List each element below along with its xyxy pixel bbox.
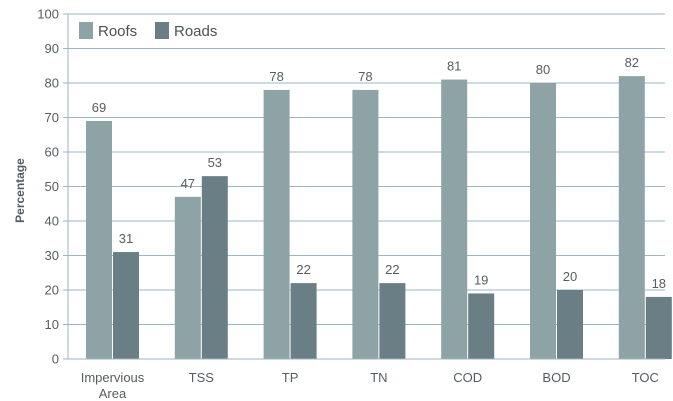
data-label-roads-4: 19 (474, 272, 488, 287)
legend-swatch-roads (155, 22, 169, 39)
y-tick-label: 10 (45, 317, 59, 332)
legend-label-roads: Roads (174, 23, 217, 40)
bar-roofs-2 (263, 89, 290, 360)
legend: Roofs Roads (79, 22, 217, 40)
data-label-roofs-5: 80 (536, 62, 550, 77)
x-tick-label: TP (282, 370, 299, 385)
bar-roofs-6 (618, 76, 645, 359)
data-label-roads-1: 53 (208, 155, 222, 170)
bar-roads-2 (290, 283, 317, 359)
data-label-roofs-1: 47 (181, 176, 195, 191)
x-tick-label: BOD (542, 370, 570, 385)
data-label-roofs-6: 82 (625, 55, 639, 70)
bar-roads-0 (113, 252, 139, 359)
data-label-roads-2: 22 (296, 262, 310, 277)
bar-roofs-5 (530, 83, 556, 359)
data-label-roofs-4: 81 (447, 59, 461, 74)
x-tick-label: Impervious (81, 370, 145, 385)
data-label-roads-3: 22 (385, 262, 399, 277)
bar-roads-4 (468, 293, 495, 359)
y-tick-label: 50 (45, 179, 59, 194)
bar-roofs-3 (352, 89, 379, 360)
y-tick-label: 40 (45, 214, 59, 229)
legend-label-roofs: Roofs (98, 23, 137, 40)
y-tick-label: 90 (45, 41, 59, 56)
x-tick-label: COD (453, 370, 482, 385)
y-tick-label: 20 (45, 283, 59, 298)
x-tick-label: TOC (632, 370, 659, 385)
y-axis-title: Percentage (13, 158, 27, 223)
data-label-roads-6: 18 (652, 276, 666, 291)
bar-roads-1 (201, 176, 228, 359)
bar-roofs-0 (86, 120, 112, 359)
y-axis-ticks: 0 10 20 30 40 50 60 70 80 90 100 (37, 7, 68, 367)
bar-roads-6 (645, 296, 672, 359)
y-tick-label: 0 (52, 352, 59, 367)
y-tick-label: 70 (45, 110, 59, 125)
y-tick-label: 30 (45, 248, 59, 263)
data-label-roads-5: 20 (563, 269, 577, 284)
data-label-roofs-3: 78 (358, 69, 372, 84)
x-tick-label: TN (370, 370, 387, 385)
legend-swatch-roofs (79, 22, 93, 39)
bar-roads-5 (557, 290, 583, 359)
bar-roofs-1 (174, 196, 201, 359)
data-label-roofs-0: 69 (92, 100, 106, 115)
y-tick-label: 80 (45, 76, 59, 91)
x-tick-label: Area (99, 386, 127, 401)
bars (86, 76, 672, 360)
data-label-roads-0: 31 (119, 231, 133, 246)
y-tick-label: 100 (37, 7, 59, 22)
y-tick-label: 60 (45, 145, 59, 160)
data-label-roofs-2: 78 (269, 69, 283, 84)
data-labels: 69 31 47 53 78 22 78 22 81 19 80 20 82 18 (92, 55, 666, 291)
x-tick-label: TSS (189, 370, 215, 385)
bar-roads-3 (379, 283, 406, 359)
bar-roofs-4 (441, 79, 468, 360)
